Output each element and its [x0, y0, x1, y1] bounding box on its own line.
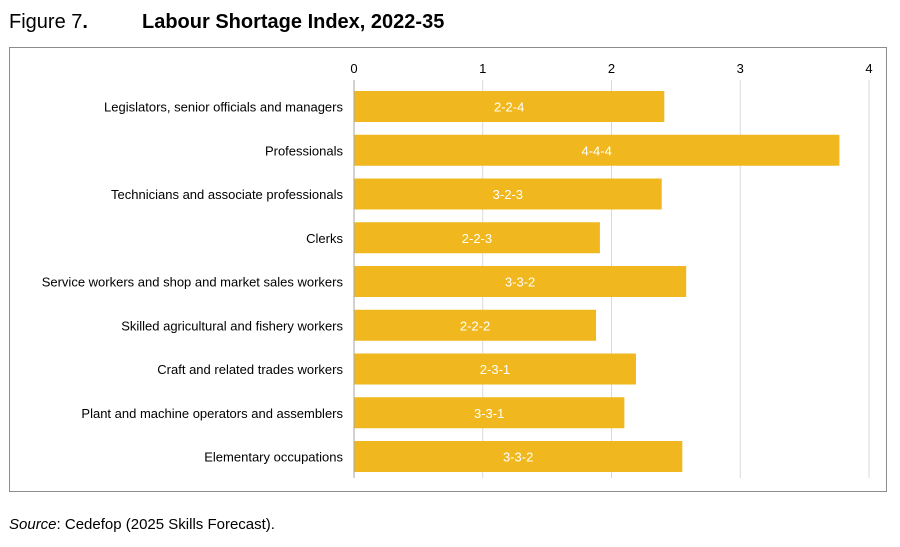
bar [354, 353, 636, 385]
bar [354, 222, 600, 254]
chart-title: Labour Shortage Index, 2022-35 [142, 11, 445, 33]
bar-data-label: 2-2-4 [494, 100, 524, 115]
figure-title: Figure 7. Labour Shortage Index, 2022-35 [9, 11, 444, 34]
bar [354, 309, 597, 341]
bar-chart: 0 1 2 3 4 Legislators, senior officials and m… [42, 61, 873, 478]
category-label: Craft and related trades workers [157, 362, 343, 377]
category-label: Technicians and associate professionals [111, 187, 343, 202]
source-label: Source [9, 516, 57, 533]
bar-data-label: 2-3-1 [480, 362, 510, 377]
source-note: Source: Cedefop (2025 Skills Forecast). [9, 516, 275, 533]
x-tick-label: 3 [737, 61, 744, 76]
category-label: Legislators, senior officials and manage… [104, 100, 343, 115]
bar [354, 397, 625, 429]
category-label: Plant and machine operators and assemble… [81, 406, 343, 421]
bar-data-label: 3-3-2 [505, 275, 535, 290]
bar-data-label: 4-4-4 [582, 143, 612, 158]
source-text: : Cedefop (2025 Skills Forecast). [56, 516, 275, 533]
bar-data-label: 2-2-3 [462, 231, 492, 246]
bar [354, 178, 662, 210]
bar-data-label: 3-3-2 [503, 450, 533, 465]
bar [354, 441, 683, 472]
category-label: Professionals [265, 143, 344, 158]
bar-data-label: 3-3-1 [474, 406, 504, 421]
bar-data-label: 3-2-3 [493, 187, 523, 202]
bar [354, 266, 687, 297]
x-tick-label: 0 [350, 61, 357, 76]
figure-number-punct: . [82, 11, 88, 33]
x-tick-label: 4 [865, 61, 872, 76]
bar [354, 91, 665, 122]
figure-number: Figure 7 [9, 11, 83, 33]
category-label: Skilled agricultural and fishery workers [121, 318, 343, 333]
category-label: Service workers and shop and market sale… [42, 275, 344, 290]
category-label: Elementary occupations [204, 450, 343, 465]
category-label: Clerks [306, 231, 343, 246]
x-tick-label: 1 [479, 61, 486, 76]
chart-frame: 0 1 2 3 4 Legislators, senior officials and m… [9, 47, 887, 492]
bar [354, 134, 840, 166]
x-tick-label: 2 [608, 61, 615, 76]
bar-data-label: 2-2-2 [460, 318, 490, 333]
